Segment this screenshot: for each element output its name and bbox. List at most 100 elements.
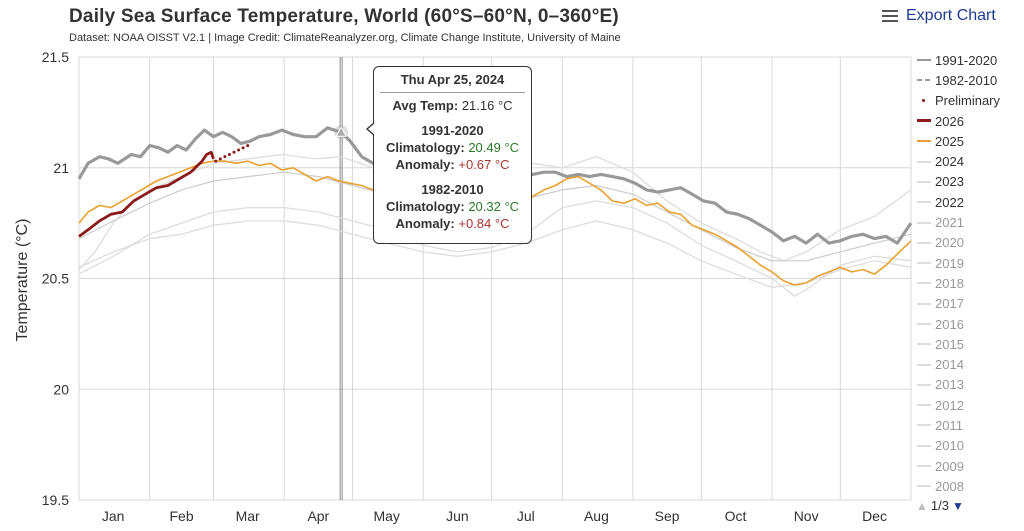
legend-item-2013[interactable]: 2013 [917,375,1024,395]
x-tick-label: Feb [170,508,194,524]
preliminary-point [246,144,250,148]
tooltip-block1-clim-label: Climatology: [385,140,465,155]
legend-label: 1991-2020 [935,52,998,68]
legend-item-2022[interactable]: 2022 [917,192,1024,212]
legend-symbol [917,440,931,452]
x-tick-label: Mar [236,508,260,524]
tooltip-block1-anom-value: +0.67 °C [458,157,510,172]
x-tick-label: Oct [725,508,747,524]
x-tick-label: Jul [517,508,535,524]
legend-item-2025[interactable]: 2025 [917,131,1024,151]
legend-label: 2020 [935,235,964,251]
chart-subtitle: Dataset: NOAA OISST V2.1 | Image Credit:… [69,32,621,44]
hamburger-menu-icon [882,10,898,22]
series-line-2026 [78,150,215,238]
legend-item-2019[interactable]: 2019 [917,253,1024,273]
tooltip-block1-title: 1991-2020 [421,123,484,138]
legend-label: 2015 [935,336,964,352]
legend-item-2009[interactable]: 2009 [917,456,1024,476]
triangle-down-icon[interactable]: ▼ [951,498,964,513]
legend-item-2020[interactable]: 2020 [917,233,1024,253]
y-tick-label: 21 [53,160,69,176]
legend-label: 2010 [935,438,964,454]
legend-item-2016[interactable]: 2016 [917,314,1024,334]
legend-item-2012[interactable]: 2012 [917,395,1024,415]
legend-item-2018[interactable]: 2018 [917,273,1024,293]
legend-symbol [917,196,931,208]
legend-label: 2013 [935,377,964,393]
y-axis-label: Temperature (°C) [14,219,31,342]
export-chart-button[interactable]: Export Chart [882,7,996,25]
legend-item-2010[interactable]: 2010 [917,436,1024,456]
legend-symbol [917,298,931,310]
legend-symbol [917,379,931,391]
legend-label: 2021 [935,215,964,231]
chart-title: Daily Sea Surface Temperature, World (60… [69,6,619,27]
legend-item-2024[interactable]: 2024 [917,151,1024,171]
legend-label: 2025 [935,133,964,149]
legend-label: 1982-2010 [935,72,998,88]
legend-symbol [917,419,931,431]
legend-symbol [917,257,931,269]
y-tick-label: 20 [53,381,69,397]
legend-label: 2011 [935,417,963,433]
legend-symbol [917,95,931,107]
y-tick-label: 21.5 [42,49,69,65]
legend-symbol [917,135,931,147]
y-tick-label: 20.5 [42,271,69,287]
legend-symbol [917,460,931,472]
legend-item-2021[interactable]: 2021 [917,212,1024,232]
legend-label: 2008 [935,478,964,494]
legend-symbol [917,359,931,371]
x-tick-label: Apr [307,508,329,524]
legend-label: 2016 [935,316,964,332]
x-tick-label: Jan [102,508,125,524]
legend-item-1982-2010[interactable]: 1982-2010 [917,70,1024,90]
legend-item-2017[interactable]: 2017 [917,294,1024,314]
tooltip-avg-value: 21.16 °C [461,98,513,113]
legend-symbol [917,480,931,492]
x-tick-label: Jun [446,508,469,524]
hover-marker [335,126,347,137]
x-tick-label: Aug [584,508,609,524]
preliminary-point [241,146,245,150]
x-tick-label: Sep [655,508,680,524]
export-chart-label: Export Chart [906,7,996,24]
x-tick-label: Nov [794,508,819,524]
legend-pager: ▲ 1/3 ▼ [916,498,964,513]
legend-symbol [917,74,931,86]
legend-symbol [917,54,931,66]
chart-legend: 1991-2020 1982-2010 Preliminary 2026 2025 202… [917,50,1024,497]
x-tick-label: May [373,508,399,524]
legend-item-1991-2020[interactable]: 1991-2020 [917,50,1024,70]
legend-label: 2026 [935,113,964,129]
tooltip-block1-anom-label: Anomaly: [395,157,455,172]
preliminary-point [218,157,222,161]
legend-label: 2019 [935,255,964,271]
legend-item-2023[interactable]: 2023 [917,172,1024,192]
tooltip-block2-clim-label: Climatology: [385,199,465,214]
legend-symbol [917,156,931,168]
preliminary-point [214,159,218,163]
legend-label: 2018 [935,275,964,291]
legend-symbol [917,277,931,289]
x-tick-label: Dec [862,508,887,524]
legend-label: 2024 [935,154,964,170]
legend-item-2008[interactable]: 2008 [917,476,1024,496]
tooltip-block2-anom-value: +0.84 °C [458,216,510,231]
triangle-up-icon[interactable]: ▲ [916,498,928,513]
legend-item-2014[interactable]: 2014 [917,354,1024,374]
series-line-2022 [78,220,912,289]
legend-item-2011[interactable]: 2011 [917,415,1024,435]
legend-symbol [917,318,931,330]
tooltip-block2-title: 1982-2010 [421,182,484,197]
legend-item-2015[interactable]: 2015 [917,334,1024,354]
data-tooltip: Thu Apr 25, 2024 Avg Temp: 21.16 °C 1991… [366,66,532,244]
preliminary-point [232,150,236,154]
legend-item-Preliminary[interactable]: Preliminary [917,91,1024,111]
legend-label: Preliminary [935,93,1001,109]
legend-symbol [917,217,931,229]
legend-item-2026[interactable]: 2026 [917,111,1024,131]
legend-label: 2014 [935,357,964,373]
tooltip-block2-clim-value: 20.32 °C [468,199,520,214]
